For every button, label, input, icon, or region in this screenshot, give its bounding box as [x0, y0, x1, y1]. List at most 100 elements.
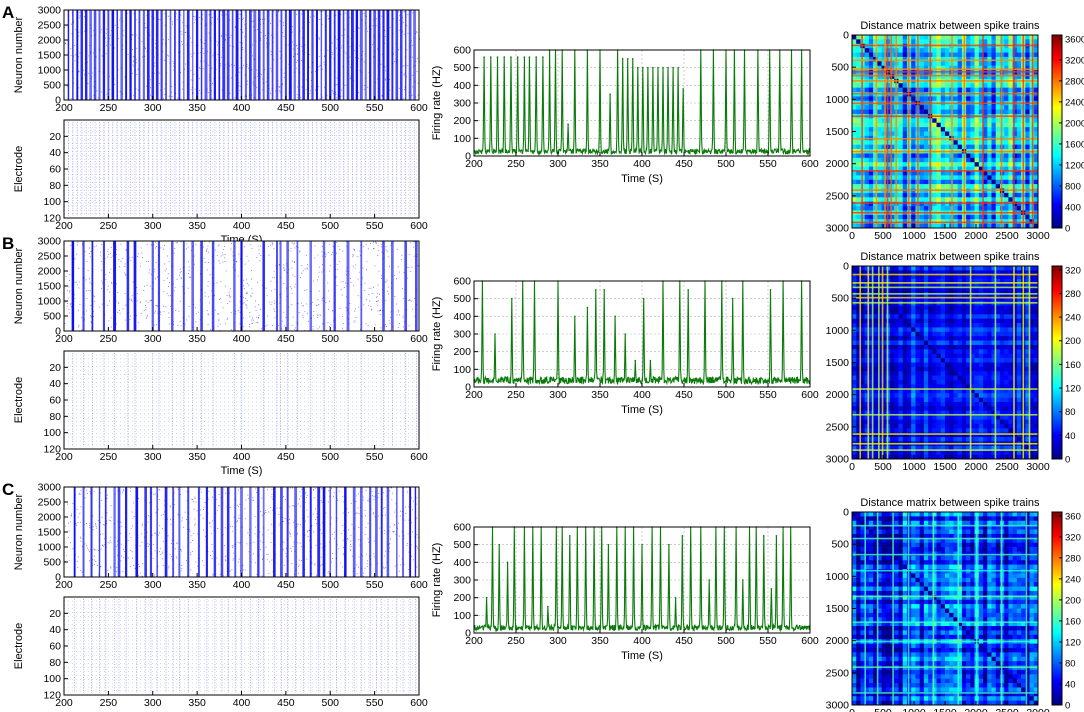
spike-dot	[386, 325, 387, 327]
matrix-cell	[868, 296, 874, 302]
matrix-cell	[1033, 140, 1039, 145]
matrix-cell	[868, 153, 874, 159]
spike-dot	[331, 51, 333, 53]
matrix-cell	[864, 270, 870, 276]
spike-dot	[412, 86, 414, 88]
spike-dot	[88, 253, 90, 254]
matrix-cell	[911, 283, 916, 289]
matrix-cell	[902, 206, 908, 211]
spike-dot	[175, 92, 177, 94]
firing-rate-peak	[652, 66, 654, 69]
matrix-cell	[852, 39, 857, 45]
burst-band	[240, 241, 243, 331]
spike-dot	[140, 313, 142, 315]
spike-dot	[404, 11, 406, 13]
matrix-cell	[852, 201, 857, 207]
spike-dot	[398, 87, 400, 89]
matrix-cell	[949, 318, 954, 324]
matrix-cell	[915, 274, 920, 280]
spike-dot	[324, 55, 326, 57]
matrix-cell	[928, 292, 933, 298]
matrix-cell	[1025, 35, 1030, 40]
spike-dot	[339, 307, 341, 309]
spike-dot	[151, 299, 152, 301]
spike-dot	[357, 295, 359, 297]
raster-x-tick-label: 200	[55, 102, 73, 114]
matrix-cell	[936, 309, 942, 315]
firing-rate-peak	[511, 297, 513, 300]
colorbar-tick-label: 2800	[1065, 76, 1084, 87]
spike-dot	[100, 91, 102, 93]
matrix-cell	[1025, 201, 1030, 207]
burst-band	[165, 10, 167, 100]
spike-dot	[100, 251, 102, 253]
spike-dot	[228, 291, 230, 293]
spike-dot	[203, 53, 205, 54]
spike-dot	[335, 276, 337, 278]
matrix-cell	[949, 292, 954, 298]
matrix-cell	[949, 279, 954, 284]
matrix-cell	[902, 65, 908, 71]
matrix-cell	[873, 314, 878, 319]
spike-dot	[164, 245, 165, 247]
spike-dot	[158, 72, 160, 74]
matrix-cell	[932, 35, 937, 40]
matrix-cell	[852, 179, 857, 185]
burst-band	[342, 10, 345, 100]
matrix-cell	[1008, 83, 1013, 88]
matrix-cell	[966, 201, 971, 207]
matrix-cell	[1012, 48, 1018, 53]
matrix-cell	[983, 287, 988, 293]
matrix-cell	[919, 184, 925, 189]
matrix-cell	[953, 279, 958, 284]
spike-dot	[406, 49, 408, 51]
burst-band	[146, 10, 150, 100]
spike-dot	[403, 74, 405, 76]
rate-y-tick-label: 400	[453, 80, 471, 92]
spike-dot	[341, 294, 343, 296]
matrix-cell	[923, 197, 929, 202]
matrix-cell	[991, 305, 997, 311]
matrix-cell	[856, 184, 861, 189]
spike-dot	[318, 37, 320, 39]
spike-dot	[237, 275, 239, 277]
matrix-cell	[898, 175, 904, 181]
matrix-cell	[902, 144, 908, 150]
matrix-cell	[898, 96, 904, 102]
spike-dot	[345, 241, 347, 243]
matrix-cell	[932, 87, 937, 93]
burst-band	[91, 241, 94, 331]
firing-rate-peak	[682, 88, 684, 90]
spike-dot	[207, 245, 209, 247]
spike-dot	[368, 287, 370, 289]
matrix-cell	[974, 214, 980, 220]
spike-dot	[342, 250, 344, 252]
spike-dot	[299, 96, 301, 98]
matrix-cell	[987, 283, 992, 289]
matrix-cell	[919, 127, 925, 132]
matrix-cell	[1012, 87, 1018, 93]
spike-dot	[163, 305, 165, 307]
matrix-stripe	[907, 35, 910, 228]
matrix-cell	[1016, 105, 1022, 110]
matrix-cell	[873, 175, 878, 181]
matrix-cell	[987, 192, 992, 198]
spike-dot	[222, 261, 224, 263]
spike-dot	[92, 310, 94, 312]
spike-dot	[398, 49, 399, 51]
matrix-cell	[945, 175, 950, 181]
spike-dot	[66, 25, 68, 27]
spike-dot	[105, 33, 107, 35]
spike-dot	[385, 249, 387, 251]
matrix-cell	[1008, 140, 1013, 145]
spike-dot	[148, 272, 150, 274]
spike-dot	[268, 254, 270, 256]
matrix-cell	[991, 201, 997, 207]
matrix-cell	[932, 296, 937, 302]
matrix-cell	[902, 283, 908, 289]
spike-dot	[317, 299, 319, 301]
spike-dot	[353, 249, 355, 251]
spike-dot	[220, 10, 222, 12]
matrix-cell	[864, 52, 870, 58]
matrix-cell	[945, 105, 950, 110]
